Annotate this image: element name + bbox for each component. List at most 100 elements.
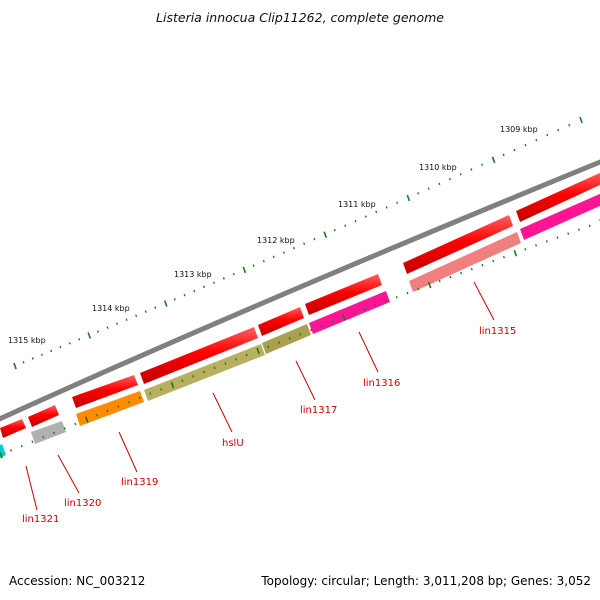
outer-tick bbox=[135, 314, 138, 317]
kbp-label-1310: 1310 kbp bbox=[419, 163, 457, 172]
leader-lin1320 bbox=[57, 454, 80, 494]
inner-tick bbox=[577, 228, 580, 231]
outer-tick bbox=[323, 231, 328, 238]
kbp-label-1315: 1315 kbp bbox=[8, 336, 46, 345]
gene-lin1315[interactable] bbox=[409, 232, 521, 292]
gene-label-lin1315[interactable]: lin1315 bbox=[479, 326, 516, 337]
inner-tick bbox=[470, 267, 473, 271]
outer-tick bbox=[13, 362, 17, 370]
inner-tick bbox=[213, 366, 216, 370]
inner-tick bbox=[417, 287, 420, 291]
cds-forward-1[interactable] bbox=[0, 419, 26, 438]
outer-tick bbox=[78, 338, 81, 341]
inner-tick bbox=[127, 400, 130, 404]
outer-tick bbox=[22, 361, 25, 364]
outer-tick bbox=[333, 228, 336, 232]
inner-tick bbox=[160, 388, 163, 391]
inner-tick bbox=[10, 449, 13, 452]
inner-tick bbox=[84, 416, 89, 423]
outer-tick bbox=[535, 138, 538, 142]
accession-text: Accession: NC_003212 bbox=[9, 574, 146, 588]
inner-tick bbox=[331, 320, 334, 324]
gene-label-lin1320[interactable]: lin1320 bbox=[64, 498, 101, 509]
cds-forward-8[interactable] bbox=[516, 172, 600, 222]
inner-tick bbox=[256, 347, 260, 355]
genome-backbone bbox=[0, 159, 600, 422]
outer-tick bbox=[406, 194, 411, 202]
cds-forward-7[interactable] bbox=[403, 215, 513, 274]
outer-tick bbox=[125, 318, 128, 321]
outer-tick bbox=[144, 310, 147, 313]
inner-tick bbox=[535, 244, 538, 247]
genome-summary-text: Topology: circular; Length: 3,011,208 bp… bbox=[261, 574, 591, 588]
gene-lin1315b[interactable] bbox=[520, 193, 600, 240]
outer-tick bbox=[193, 289, 196, 293]
inner-tick bbox=[170, 381, 175, 389]
outer-scale-ticks bbox=[13, 116, 583, 370]
gene-label-hslU[interactable]: hslU bbox=[222, 438, 244, 449]
outer-tick bbox=[385, 206, 388, 209]
gene-label-lin1316[interactable]: lin1316 bbox=[363, 378, 400, 389]
inner-tick bbox=[556, 236, 559, 239]
inner-tick bbox=[395, 295, 398, 299]
outer-tick bbox=[417, 192, 420, 195]
cds-forward-3[interactable] bbox=[72, 375, 138, 408]
gene-label-lin1319[interactable]: lin1319 bbox=[121, 477, 158, 488]
outer-tick bbox=[68, 342, 71, 345]
cds-forward-2[interactable] bbox=[28, 405, 59, 427]
inner-tick bbox=[374, 304, 377, 307]
inner-tick bbox=[320, 324, 323, 328]
map-title: Listeria innocua Clip11262, complete gen… bbox=[156, 10, 444, 25]
gene-lin1316[interactable] bbox=[309, 291, 390, 334]
outer-tick bbox=[183, 293, 186, 297]
outer-tick bbox=[154, 306, 157, 309]
inner-tick bbox=[481, 263, 484, 267]
outer-tick bbox=[557, 128, 560, 132]
inner-tick bbox=[235, 358, 238, 361]
inner-tick bbox=[245, 353, 248, 357]
outer-tick bbox=[272, 255, 275, 259]
leader-lin1316 bbox=[358, 331, 379, 373]
outer-tick bbox=[97, 330, 100, 333]
inner-tick bbox=[588, 224, 591, 228]
inner-tick bbox=[545, 240, 548, 243]
outer-tick bbox=[470, 168, 473, 171]
inner-tick bbox=[299, 333, 302, 336]
inner-tick bbox=[202, 370, 205, 374]
forward-strand-cds bbox=[0, 172, 600, 438]
outer-tick bbox=[344, 224, 347, 227]
outer-tick bbox=[513, 148, 516, 152]
inner-tick bbox=[192, 375, 195, 378]
inner-tick bbox=[0, 451, 3, 459]
gene-lin1317[interactable] bbox=[262, 324, 311, 354]
gene-label-lin1321[interactable]: lin1321 bbox=[22, 514, 59, 525]
inner-tick bbox=[181, 379, 184, 382]
outer-tick bbox=[438, 182, 441, 186]
inner-scale-ticks bbox=[0, 219, 600, 459]
kbp-label-1313: 1313 kbp bbox=[174, 270, 212, 279]
inner-tick bbox=[427, 281, 432, 289]
outer-tick bbox=[364, 215, 367, 218]
gene-lin1320[interactable] bbox=[31, 421, 66, 444]
cds-forward-5[interactable] bbox=[258, 307, 304, 336]
leader-lin1321 bbox=[25, 465, 38, 511]
leader-lin1317 bbox=[295, 360, 316, 401]
kbp-label-1309: 1309 kbp bbox=[500, 125, 538, 134]
inner-tick bbox=[492, 259, 495, 263]
inner-tick bbox=[63, 427, 66, 430]
inner-tick bbox=[567, 232, 570, 235]
gene-label-lin1317[interactable]: lin1317 bbox=[300, 405, 337, 416]
gene-lin1319[interactable] bbox=[76, 391, 144, 426]
leader-hslU bbox=[212, 392, 233, 433]
outer-tick bbox=[579, 116, 583, 124]
cds-forward-6[interactable] bbox=[305, 274, 382, 315]
inner-tick bbox=[288, 337, 291, 340]
outer-tick bbox=[303, 242, 306, 245]
inner-tick bbox=[406, 291, 409, 295]
cds-forward-4[interactable] bbox=[140, 327, 258, 384]
outer-tick bbox=[31, 357, 34, 360]
outer-tick bbox=[282, 251, 285, 254]
outer-tick bbox=[163, 300, 168, 307]
inner-tick bbox=[310, 328, 313, 332]
